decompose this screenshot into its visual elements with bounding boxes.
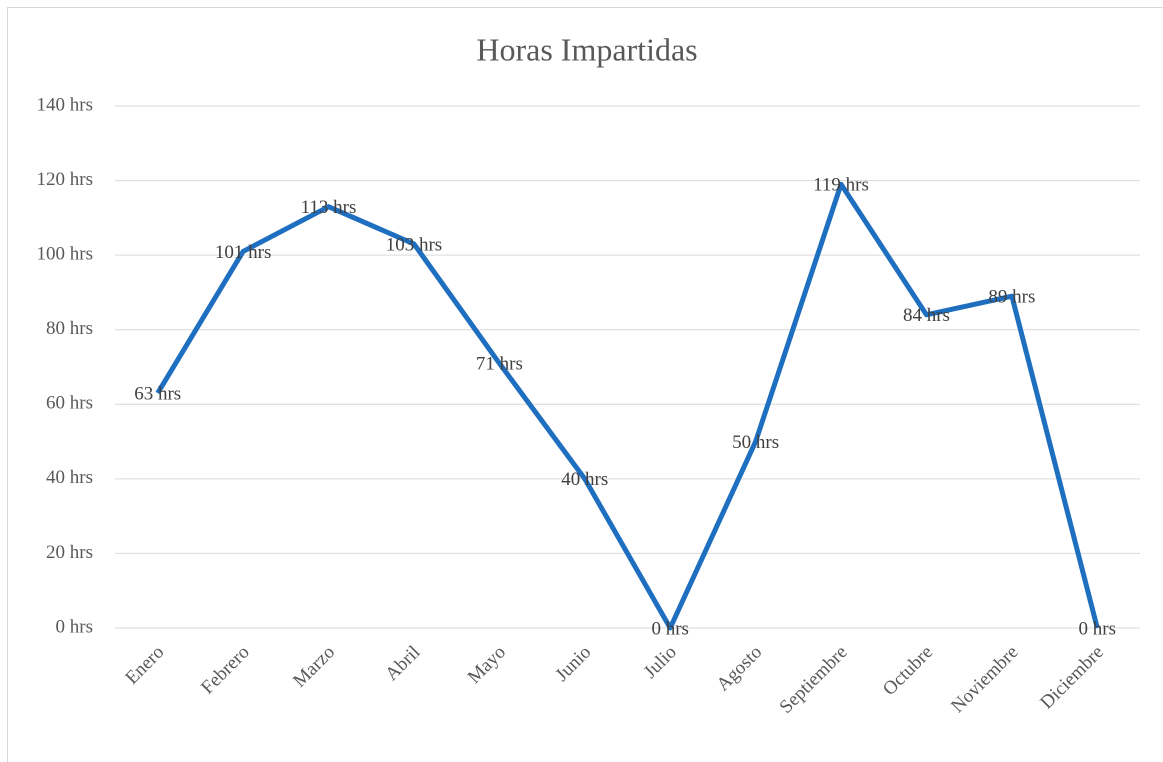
data-label: 0 hrs bbox=[1079, 618, 1116, 639]
x-tick-label: Abril bbox=[381, 642, 424, 685]
x-tick-label: Octubre bbox=[879, 642, 937, 700]
data-label: 101 hrs bbox=[215, 242, 271, 263]
x-tick-label: Julio bbox=[640, 642, 681, 683]
y-tick-label: 80 hrs bbox=[46, 318, 93, 339]
data-label: 40 hrs bbox=[561, 469, 608, 490]
y-tick-label: 100 hrs bbox=[37, 244, 93, 265]
x-tick-label: Mayo bbox=[464, 642, 510, 688]
x-tick-label: Enero bbox=[121, 642, 168, 689]
y-tick-label: 40 hrs bbox=[46, 467, 93, 488]
x-tick-label: Junio bbox=[551, 642, 595, 686]
chart-title: Horas Impartidas bbox=[476, 31, 697, 67]
data-label: 103 hrs bbox=[386, 234, 442, 255]
data-label: 63 hrs bbox=[134, 383, 181, 404]
data-label: 89 hrs bbox=[988, 287, 1035, 308]
data-label: 113 hrs bbox=[301, 197, 357, 218]
x-tick-label: Febrero bbox=[197, 642, 254, 699]
x-tick-label: Diciembre bbox=[1036, 642, 1108, 714]
x-tick-label: Agosto bbox=[713, 642, 767, 696]
y-tick-label: 140 hrs bbox=[37, 94, 93, 115]
y-tick-label: 20 hrs bbox=[46, 542, 93, 563]
data-label: 84 hrs bbox=[903, 305, 950, 326]
x-tick-label: Noviembre bbox=[947, 642, 1022, 717]
data-label: 0 hrs bbox=[651, 618, 688, 639]
y-tick-label: 60 hrs bbox=[46, 393, 93, 414]
y-tick-label: 120 hrs bbox=[37, 169, 93, 190]
data-label: 71 hrs bbox=[476, 354, 523, 375]
data-label: 119 hrs bbox=[813, 175, 869, 196]
y-tick-label: 0 hrs bbox=[56, 616, 93, 637]
chart-border bbox=[7, 7, 1163, 762]
x-tick-label: Marzo bbox=[289, 642, 339, 692]
data-label: 50 hrs bbox=[732, 432, 779, 453]
x-tick-label: Septiembre bbox=[776, 642, 852, 718]
data-line bbox=[155, 181, 1100, 631]
